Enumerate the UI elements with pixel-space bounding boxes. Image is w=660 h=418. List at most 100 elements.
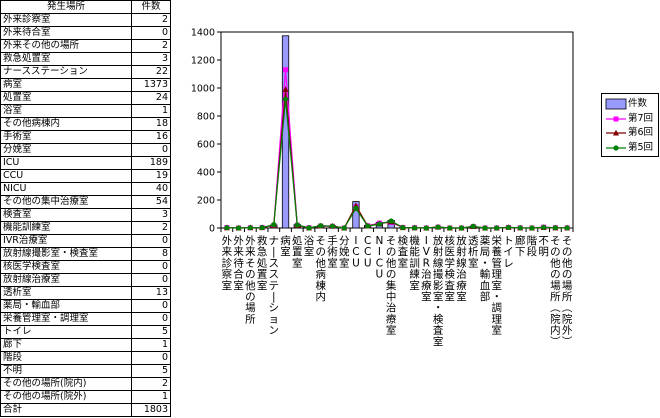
x-category-label: 救急処置室 [257, 234, 268, 292]
table-row: 放射線撮影室・検査室 8 [0, 247, 171, 261]
table-row: 栄養管理室・調理室 0 [0, 312, 171, 326]
legend-label: 第5回 [628, 141, 654, 153]
marker-circle [388, 218, 394, 224]
table-row: その他病棟内 18 [0, 117, 171, 131]
table-row: 核医学検査室 0 [0, 260, 171, 274]
x-category-label: 検査室 [398, 234, 409, 269]
y-tick-label: 1400 [191, 28, 215, 39]
marker-circle [259, 224, 265, 231]
marker-circle [318, 223, 324, 229]
legend-label: 件数 [628, 98, 648, 109]
table-row: 手術室 16 [0, 130, 171, 144]
location-cell: IVR治療室 [0, 234, 132, 248]
table-row: ナースステーション 22 [0, 65, 171, 79]
count-cell: 24 [131, 91, 171, 105]
count-cell: 0 [131, 299, 171, 313]
count-cell: 18 [131, 117, 171, 131]
location-cell: 処置室 [0, 91, 132, 105]
count-cell: 2 [131, 39, 171, 53]
marker-circle [494, 225, 500, 231]
table-row: 検査室 3 [0, 208, 171, 222]
count-cell: 1 [131, 338, 171, 352]
x-category-label: 浴室 [304, 235, 315, 258]
table-row: CCU 19 [0, 169, 171, 183]
table-row: 外来その他の場所 2 [0, 39, 171, 53]
x-category-label: 外来待合室 [233, 235, 244, 292]
marker-circle [247, 225, 253, 231]
marker-circle [271, 222, 277, 228]
count-cell: 13 [131, 286, 171, 300]
y-tick-label: 1200 [191, 56, 215, 67]
table-row: 薬局・輸血部 0 [0, 299, 171, 313]
location-cell: その他病棟内 [0, 117, 132, 131]
marker-circle [224, 225, 230, 231]
count-cell: 0 [131, 260, 171, 274]
x-category-label: 透析室 [468, 235, 479, 269]
location-cell: 廊下 [0, 338, 132, 352]
count-cell: 1 [131, 390, 171, 404]
count-cell: 0 [131, 143, 171, 157]
table-row: IVR治療室 0 [0, 234, 171, 248]
location-cell: 外来待合室 [0, 26, 132, 40]
location-cell: CCU [0, 169, 132, 183]
count-cell: 8 [131, 247, 171, 261]
location-cell: 救急処置室 [0, 52, 132, 66]
x-category-label: ナ|スステ|ション [269, 235, 280, 337]
location-cell: 放射線撮影室・検査室 [0, 247, 132, 261]
header-count: 件数 [131, 0, 171, 14]
marker-circle [541, 224, 547, 230]
location-cell: 透析室 [0, 286, 132, 300]
location-cell: その他の集中治療室 [0, 195, 132, 209]
x-category-label: その他病棟内 [315, 235, 326, 303]
legend-item: 第7回 [602, 112, 658, 126]
marker-circle [564, 225, 570, 231]
count-cell: 19 [131, 169, 171, 183]
y-tick-label: 600 [197, 140, 215, 151]
incident-chart: 0 200 400 600 800 1000 1200 1400 外来診察室外来待合室外来その他… [191, 28, 574, 348]
table-row: 不明 5 [0, 364, 171, 378]
table-row: 処置室 24 [0, 91, 171, 105]
location-cell: トイレ [0, 325, 132, 339]
location-cell: その他の場所(院外) [0, 390, 132, 404]
marker-triangle [282, 86, 289, 92]
x-category-label: 分娩室 [339, 235, 350, 269]
location-cell: 分娩室 [0, 143, 132, 157]
table-row: 浴室 1 [0, 104, 171, 118]
location-cell: 不明 [0, 364, 132, 378]
marker-circle [505, 224, 512, 231]
x-category-label: トイレ [503, 235, 514, 269]
x-category-label: 手術室 [327, 234, 338, 269]
count-cell: 3 [131, 52, 171, 66]
y-tick-label: 0 [209, 224, 215, 235]
legend-swatch [605, 98, 627, 110]
table-row: 外来診察室 2 [0, 13, 171, 27]
count-cell: 0 [131, 312, 171, 326]
marker-circle [412, 225, 418, 231]
table-row: その他の集中治療室 54 [0, 195, 171, 209]
marker-square [283, 67, 289, 73]
x-category-label: 機能訓練室 [409, 234, 420, 292]
table-row: ICU 189 [0, 156, 171, 170]
count-cell: 1 [131, 104, 171, 118]
y-tick-label: 800 [197, 112, 215, 123]
table-header-row: 発生場所 件数 [0, 0, 171, 14]
table-row: 廊下 1 [0, 338, 171, 352]
table-row: 救急処置室 3 [0, 52, 171, 66]
location-cell: ナースステーション [0, 65, 132, 79]
legend-item: 第5回 [602, 141, 658, 155]
x-category-label: 階段 [527, 235, 538, 258]
marker-circle [470, 223, 476, 229]
count-cell: 16 [131, 130, 171, 144]
location-cell: 機能訓練室 [0, 221, 132, 235]
chart-legend: 件数 第7回 第6回 第5回 [601, 93, 659, 157]
table-row: 外来待合室 0 [0, 26, 171, 40]
count-cell: 5 [131, 325, 171, 339]
x-category-label: 廊下 [515, 234, 526, 258]
x-category-label: 放射線治療室 [456, 234, 467, 303]
x-category-label: 薬局・輸血部 [480, 235, 491, 303]
y-tick-label: 400 [197, 168, 215, 179]
marker-circle [376, 221, 382, 227]
marker-circle [306, 225, 312, 231]
legend-label: 第7回 [628, 112, 654, 124]
marker-circle [517, 225, 523, 231]
